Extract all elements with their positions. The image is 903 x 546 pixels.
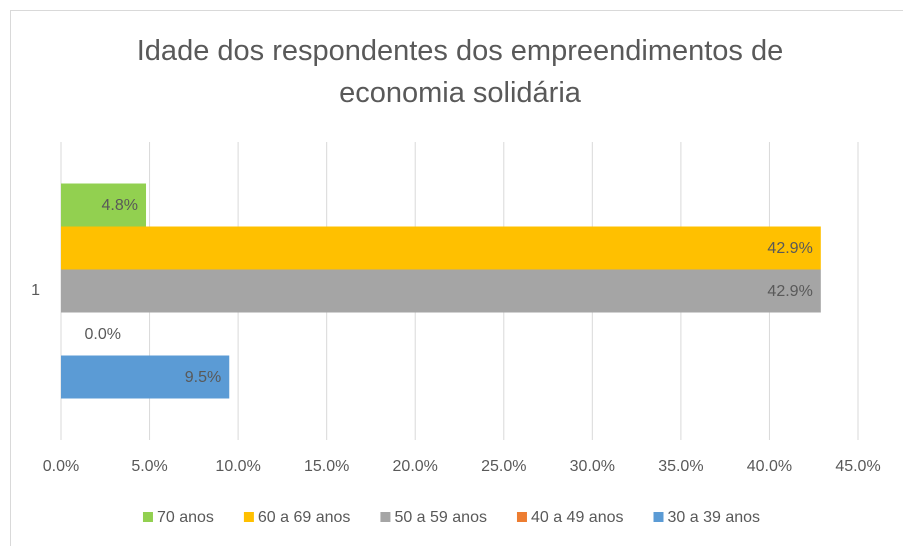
data-label: 4.8% bbox=[102, 197, 138, 214]
bar bbox=[61, 355, 230, 399]
x-tick-label: 25.0% bbox=[481, 458, 526, 475]
legend-swatch bbox=[243, 512, 254, 522]
legend-swatch bbox=[516, 512, 527, 522]
legend-label: 60 a 69 anos bbox=[258, 509, 351, 526]
x-tick-label: 45.0% bbox=[835, 458, 880, 475]
x-tick-label: 20.0% bbox=[393, 458, 438, 475]
chart-border bbox=[10, 10, 903, 546]
data-label: 9.5% bbox=[185, 369, 221, 386]
data-label: 42.9% bbox=[767, 283, 812, 300]
y-tick-label: 1 bbox=[31, 282, 40, 299]
x-tick-label: 15.0% bbox=[304, 458, 349, 475]
legend-label: 30 a 39 anos bbox=[668, 509, 761, 526]
chart-title: Idade dos respondentes dos empreendiment… bbox=[136, 35, 784, 109]
x-tick-label: 10.0% bbox=[215, 458, 260, 475]
data-label: 42.9% bbox=[767, 240, 812, 257]
x-tick-label: 30.0% bbox=[570, 458, 615, 475]
bar bbox=[61, 269, 821, 313]
x-tick-label: 5.0% bbox=[131, 458, 167, 475]
x-tick-label: 0.0% bbox=[43, 458, 79, 475]
legend-swatch bbox=[380, 512, 391, 522]
bar bbox=[61, 183, 147, 227]
legend-swatch bbox=[653, 512, 664, 522]
legend-label: 40 a 49 anos bbox=[531, 509, 624, 526]
legend-label: 50 a 59 anos bbox=[394, 509, 487, 526]
x-tick-label: 35.0% bbox=[658, 458, 703, 475]
legend-label: 70 anos bbox=[157, 509, 214, 526]
bar bbox=[61, 226, 821, 270]
legend-swatch bbox=[142, 512, 153, 522]
x-tick-label: 40.0% bbox=[747, 458, 792, 475]
data-label: 0.0% bbox=[85, 326, 121, 343]
